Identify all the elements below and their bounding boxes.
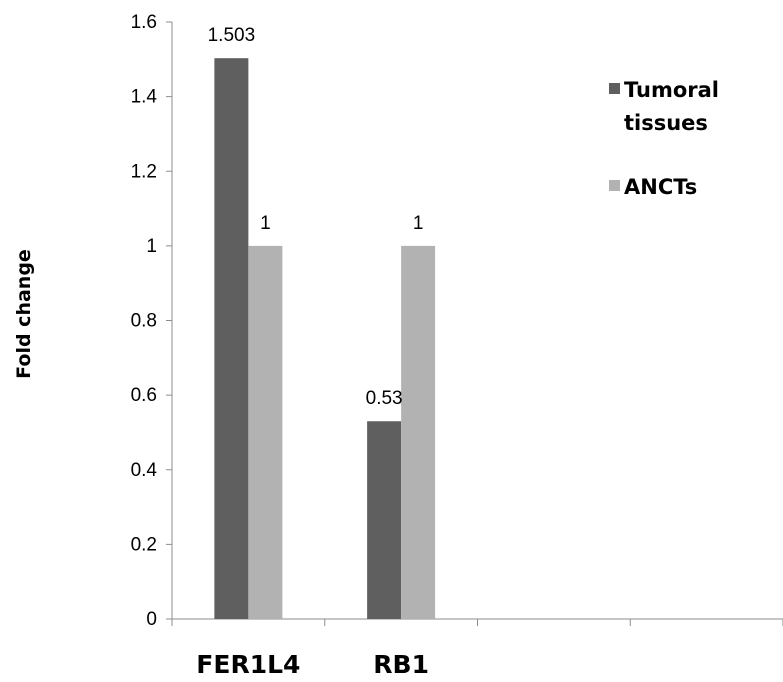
- data-label: 1.503: [208, 25, 256, 46]
- y-tick-label: 1.6: [131, 12, 157, 33]
- y-tick-label: 0.2: [131, 534, 157, 555]
- y-tick-label: 0: [146, 609, 157, 630]
- bar-tumoral-1: [367, 421, 402, 619]
- y-axis-title: Fold change: [13, 249, 35, 379]
- legend-swatch: [609, 180, 620, 191]
- x-category-label: FER1L4: [196, 650, 300, 679]
- y-axis: 0 0.2 0.4 0.6 0.8 1 1.2 1.4 1.6: [131, 12, 173, 630]
- legend-swatch: [609, 83, 620, 94]
- data-label: 0.53: [366, 388, 403, 409]
- y-tick-label: 0.6: [131, 385, 157, 406]
- y-tick-label: 1: [146, 236, 157, 257]
- x-category-label: RB1: [373, 650, 429, 679]
- data-labels-group: 1.503 0.53 1 1: [208, 25, 424, 409]
- bar-ancts-0: [248, 245, 283, 619]
- y-tick-label: 0.4: [131, 460, 158, 481]
- data-label: 1: [260, 213, 271, 234]
- bars-group: [214, 58, 436, 620]
- y-tick-label: 1.2: [131, 161, 157, 182]
- bar-ancts-1: [401, 245, 436, 619]
- data-label: 1: [413, 213, 424, 234]
- legend-label: Tumoral: [624, 78, 719, 102]
- legend-label: ANCTs: [624, 175, 697, 199]
- bar-tumoral-0: [214, 58, 249, 620]
- y-tick-label: 0.8: [131, 311, 157, 332]
- x-axis: FER1L4 RB1: [171, 618, 783, 679]
- legend: Tumoral tissues ANCTs: [609, 78, 719, 199]
- legend-label: tissues: [624, 111, 708, 135]
- y-tick-label: 1.4: [131, 87, 158, 108]
